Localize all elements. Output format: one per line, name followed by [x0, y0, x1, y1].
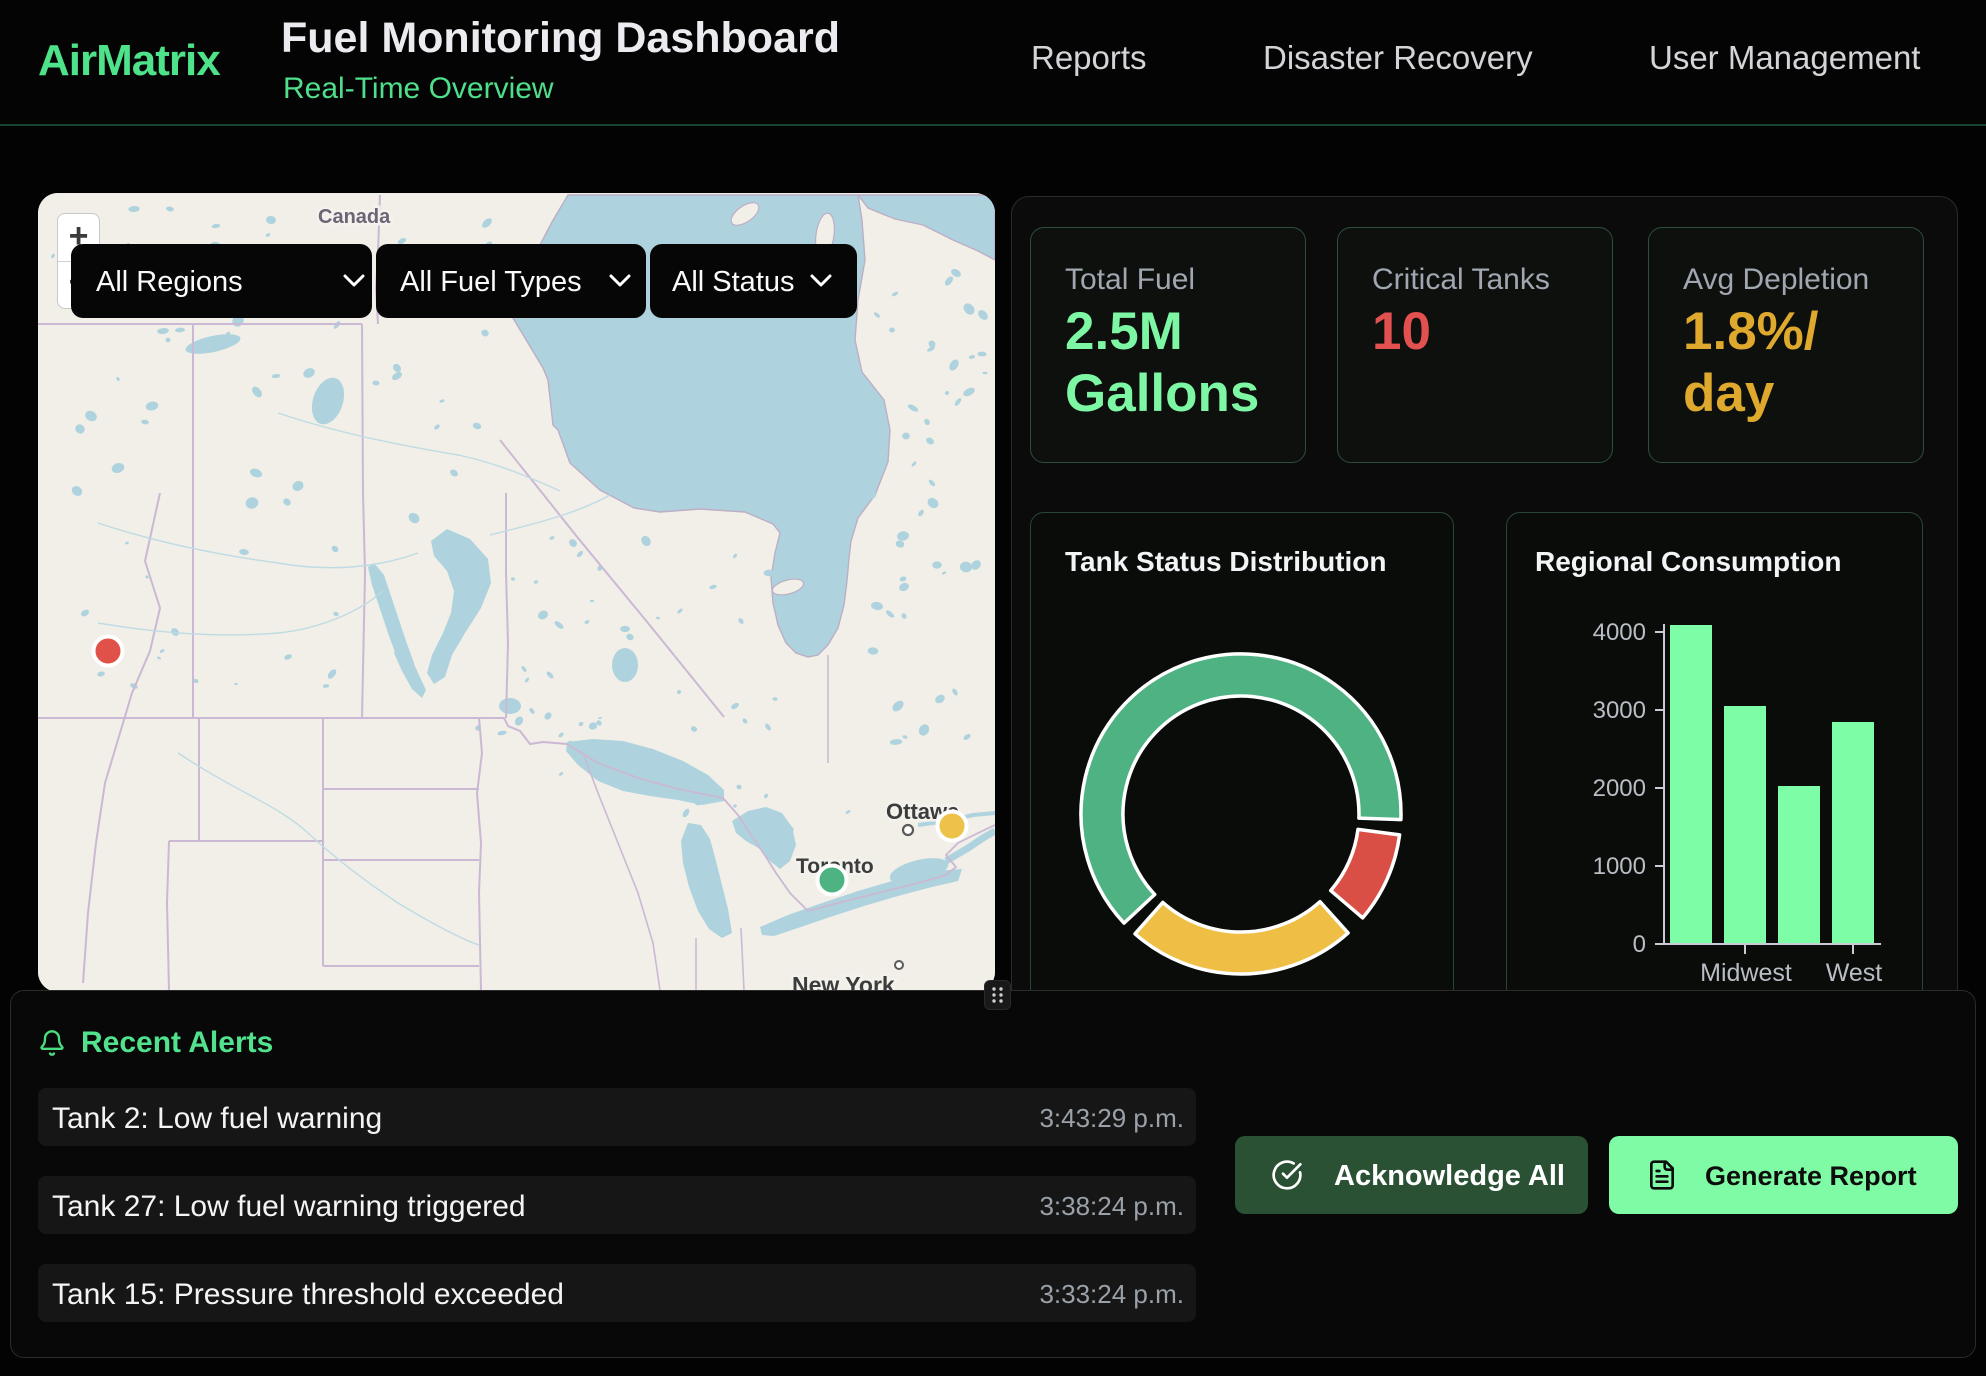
svg-text:New York: New York: [792, 972, 895, 992]
svg-text:Canada: Canada: [318, 206, 391, 228]
